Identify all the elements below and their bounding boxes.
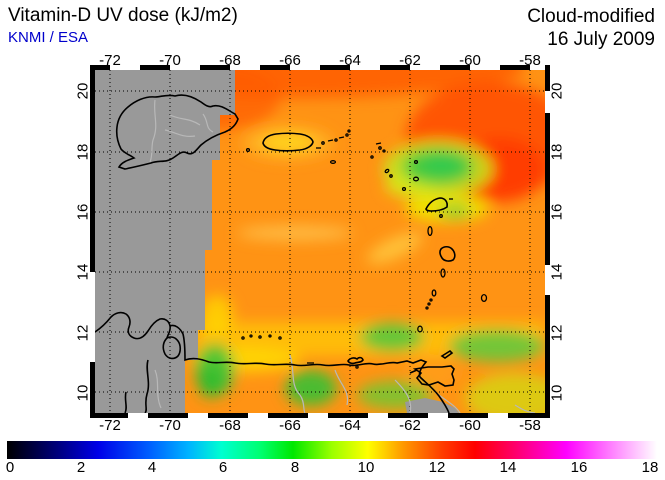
tobago-coastline [440,349,454,359]
axis-tick-label: -66 [279,417,301,434]
hispaniola-coastline [115,94,239,170]
small-islands [241,129,488,369]
page-title: Vitamin-D UV dose (kJ/m2) [8,5,238,26]
colorbar-tick-label: 14 [499,459,517,476]
graticule [95,70,545,413]
data-source-label: KNMI / ESA [8,29,89,46]
axis-tick-label: -66 [279,52,301,69]
header-right: Cloud-modified 16 July 2009 [527,5,655,51]
axis-tick-label: 10 [74,384,92,402]
trinidad-coastline [412,365,455,387]
map-border-bottom [90,413,550,418]
trinidad-nw-tip [409,369,418,374]
axis-tick-label: 14 [548,263,566,281]
axis-tick-label: -72 [99,417,121,434]
axis-tick-label: -60 [459,52,481,69]
colorbar [7,441,657,459]
axis-tick-label: -68 [219,417,241,434]
country-border [124,391,127,413]
country-border [144,359,150,413]
colorbar-tick-label: 0 [5,459,15,476]
coastlines [95,94,456,413]
axis-tick-label: -60 [459,417,481,434]
colorbar-tick-label: 8 [290,459,300,476]
axis-tick-label: -68 [219,52,241,69]
colorbar-tick-label: 18 [641,459,659,476]
axis-tick-label: 18 [74,143,92,161]
axis-tick-label: 12 [74,324,92,342]
puerto-rico-coastline [262,132,314,152]
axis-tick-label: 20 [74,82,92,100]
axis-tick-label: 14 [74,263,92,281]
axis-tick-label: -58 [519,417,541,434]
map-frame [90,65,550,418]
axis-tick-label: -58 [519,52,541,69]
map-border-top [90,65,550,70]
axis-tick-label: -62 [399,52,421,69]
axis-tick-label: -70 [159,417,181,434]
axis-tick-label: 16 [74,203,92,221]
colorbar-tick-label: 2 [76,459,86,476]
axis-tick-label: 10 [548,384,566,402]
colorbar-tick-label: 16 [570,459,588,476]
martinique-coastline [439,245,456,262]
south-america-coastline [95,311,171,340]
colorbar-tick-label: 10 [357,459,375,476]
axis-tick-label: 16 [548,203,566,221]
axis-tick-label: 18 [548,143,566,161]
axis-tick-label: -64 [339,52,361,69]
guadeloupe-coastline [425,197,448,212]
lake-maracaibo [162,336,182,360]
map-border-right [545,65,550,418]
map-border-left [90,65,95,418]
mode-label: Cloud-modified [527,6,655,27]
axis-tick-label: -64 [339,417,361,434]
axis-tick-label: -62 [399,417,421,434]
colorbar-tick-label: 4 [147,459,157,476]
colorbar-tick-label: 6 [218,459,228,476]
axis-tick-label: -72 [99,52,121,69]
axis-tick-label: -70 [159,52,181,69]
colorbar-tick-label: 12 [428,459,446,476]
nodata-delta-patch [405,398,459,413]
axis-tick-label: 20 [548,82,566,100]
uv-dose-map [95,70,545,413]
margarita-coastline [347,356,364,365]
date-label: 16 July 2009 [547,29,655,50]
axis-tick-label: 12 [548,324,566,342]
